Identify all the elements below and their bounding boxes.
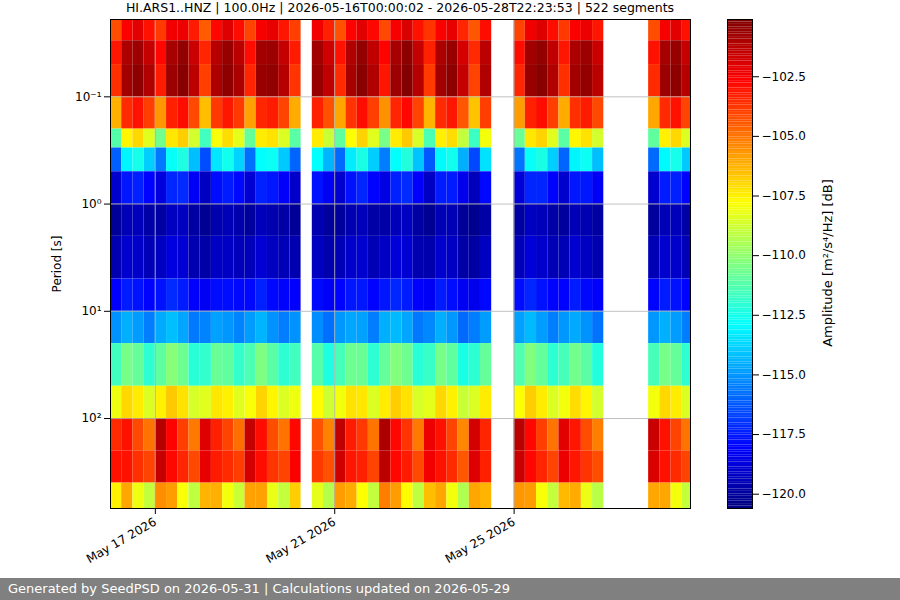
- svg-text:10⁻¹: 10⁻¹: [75, 90, 102, 104]
- html-text:HI.ARS1..HNZ | 100.0Hz | 2026-: HI.ARS1..HNZ | 100.0Hz | 2026-05-16T00:0…: [125, 0, 675, 15]
- svg-text:−107.5: −107.5: [762, 189, 806, 203]
- svg-text:May 25 2026: May 25 2026: [443, 515, 518, 566]
- svg-text:−112.5: −112.5: [762, 308, 806, 322]
- svg-text:May 17 2026: May 17 2026: [84, 515, 159, 566]
- svg-text:−110.0: −110.0: [762, 248, 806, 262]
- svg-text:10⁰: 10⁰: [81, 197, 101, 211]
- svg-text:10¹: 10¹: [81, 304, 101, 318]
- html-text:Generated by SeedPSD on 2026-0: Generated by SeedPSD on 2026-05-31 | Cal…: [8, 581, 510, 596]
- svg-text:−102.5: −102.5: [762, 70, 806, 84]
- svg-text:10²: 10²: [81, 411, 101, 425]
- svg-text:−105.0: −105.0: [762, 129, 806, 143]
- html-text:Amplitude [m²/s⁴/Hz] [dB]: Amplitude [m²/s⁴/Hz] [dB]: [819, 179, 835, 347]
- svg-text:May 21 2026: May 21 2026: [263, 515, 338, 566]
- svg-text:−117.5: −117.5: [762, 427, 806, 441]
- svg-text:−120.0: −120.0: [762, 487, 806, 501]
- svg-text:Period [s]: Period [s]: [50, 236, 64, 293]
- svg-text:−115.0: −115.0: [762, 368, 806, 382]
